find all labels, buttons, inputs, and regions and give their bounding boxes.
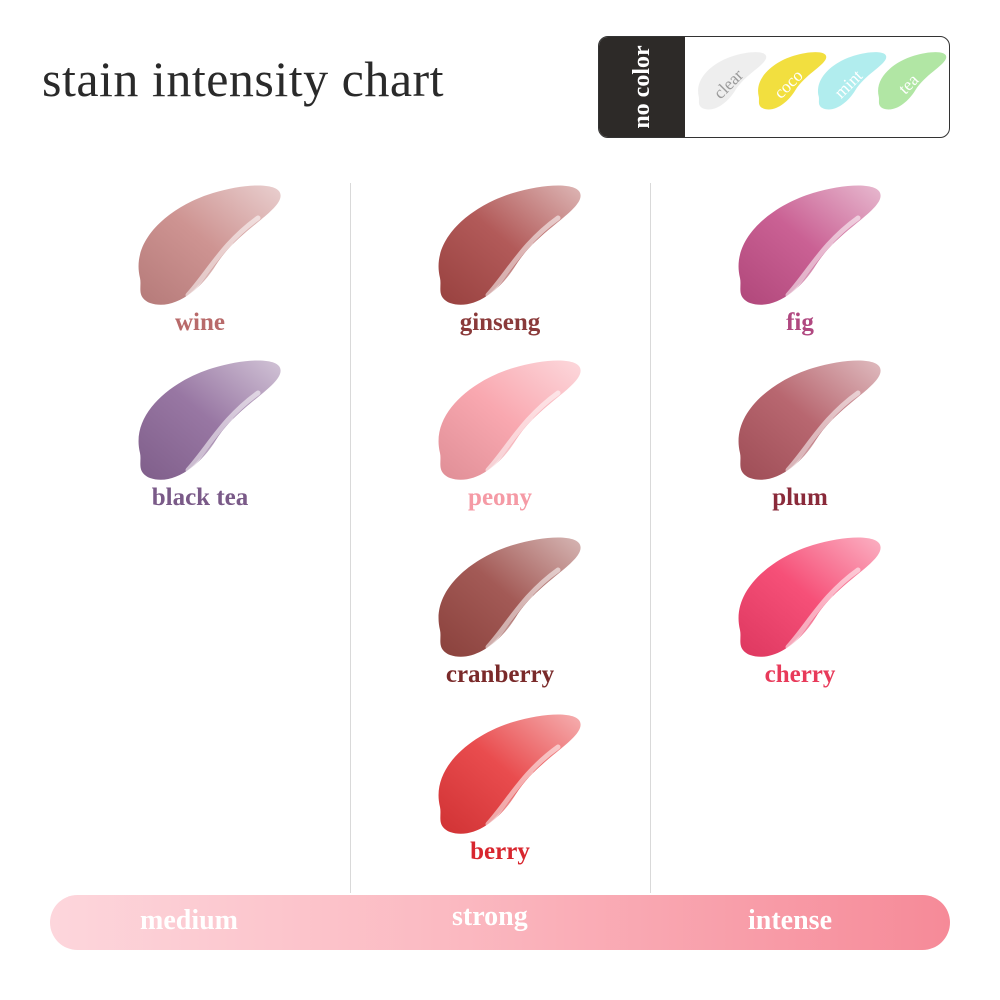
shade-label: wine: [175, 309, 225, 336]
swatch-peony: [428, 358, 588, 488]
swatch-plum: [728, 358, 888, 488]
scale-label-intense: intense: [748, 905, 832, 936]
page-title: stain intensity chart: [42, 51, 445, 107]
legend-swatch-clear: clear: [698, 52, 767, 110]
legend-swatch-mint: mint: [818, 52, 887, 110]
swatch-cherry: [728, 535, 888, 665]
shade-label: plum: [772, 484, 828, 511]
swatch-fig: [728, 183, 888, 313]
shade-label: berry: [470, 838, 530, 865]
swatch-ginseng: [428, 183, 588, 313]
scale-label-strong: strong: [452, 901, 528, 932]
swatch-cranberry: [428, 535, 588, 665]
column-divider: [350, 183, 351, 893]
legend-swatch-tea: tea: [878, 52, 947, 110]
shade-label: black tea: [151, 484, 249, 511]
intensity-scale-bar: medium strong intense: [50, 895, 950, 950]
shade-label: cherry: [764, 661, 836, 688]
scale-label-medium: medium: [140, 905, 238, 936]
legend-swatches: clear coco mint tea: [698, 52, 947, 110]
swatch-wine: [128, 183, 288, 313]
column-divider: [650, 183, 651, 893]
shade-label: ginseng: [459, 309, 541, 336]
swatch-black-tea: [128, 358, 288, 488]
shade-label: fig: [786, 309, 814, 336]
shade-label: cranberry: [445, 661, 555, 688]
shade-label: peony: [468, 484, 532, 511]
legend-swatch-coco: coco: [758, 52, 827, 110]
legend-header: no color: [599, 37, 685, 137]
no-color-legend: no color clear coco mint tea: [598, 36, 950, 138]
swatch-berry: [428, 712, 588, 842]
